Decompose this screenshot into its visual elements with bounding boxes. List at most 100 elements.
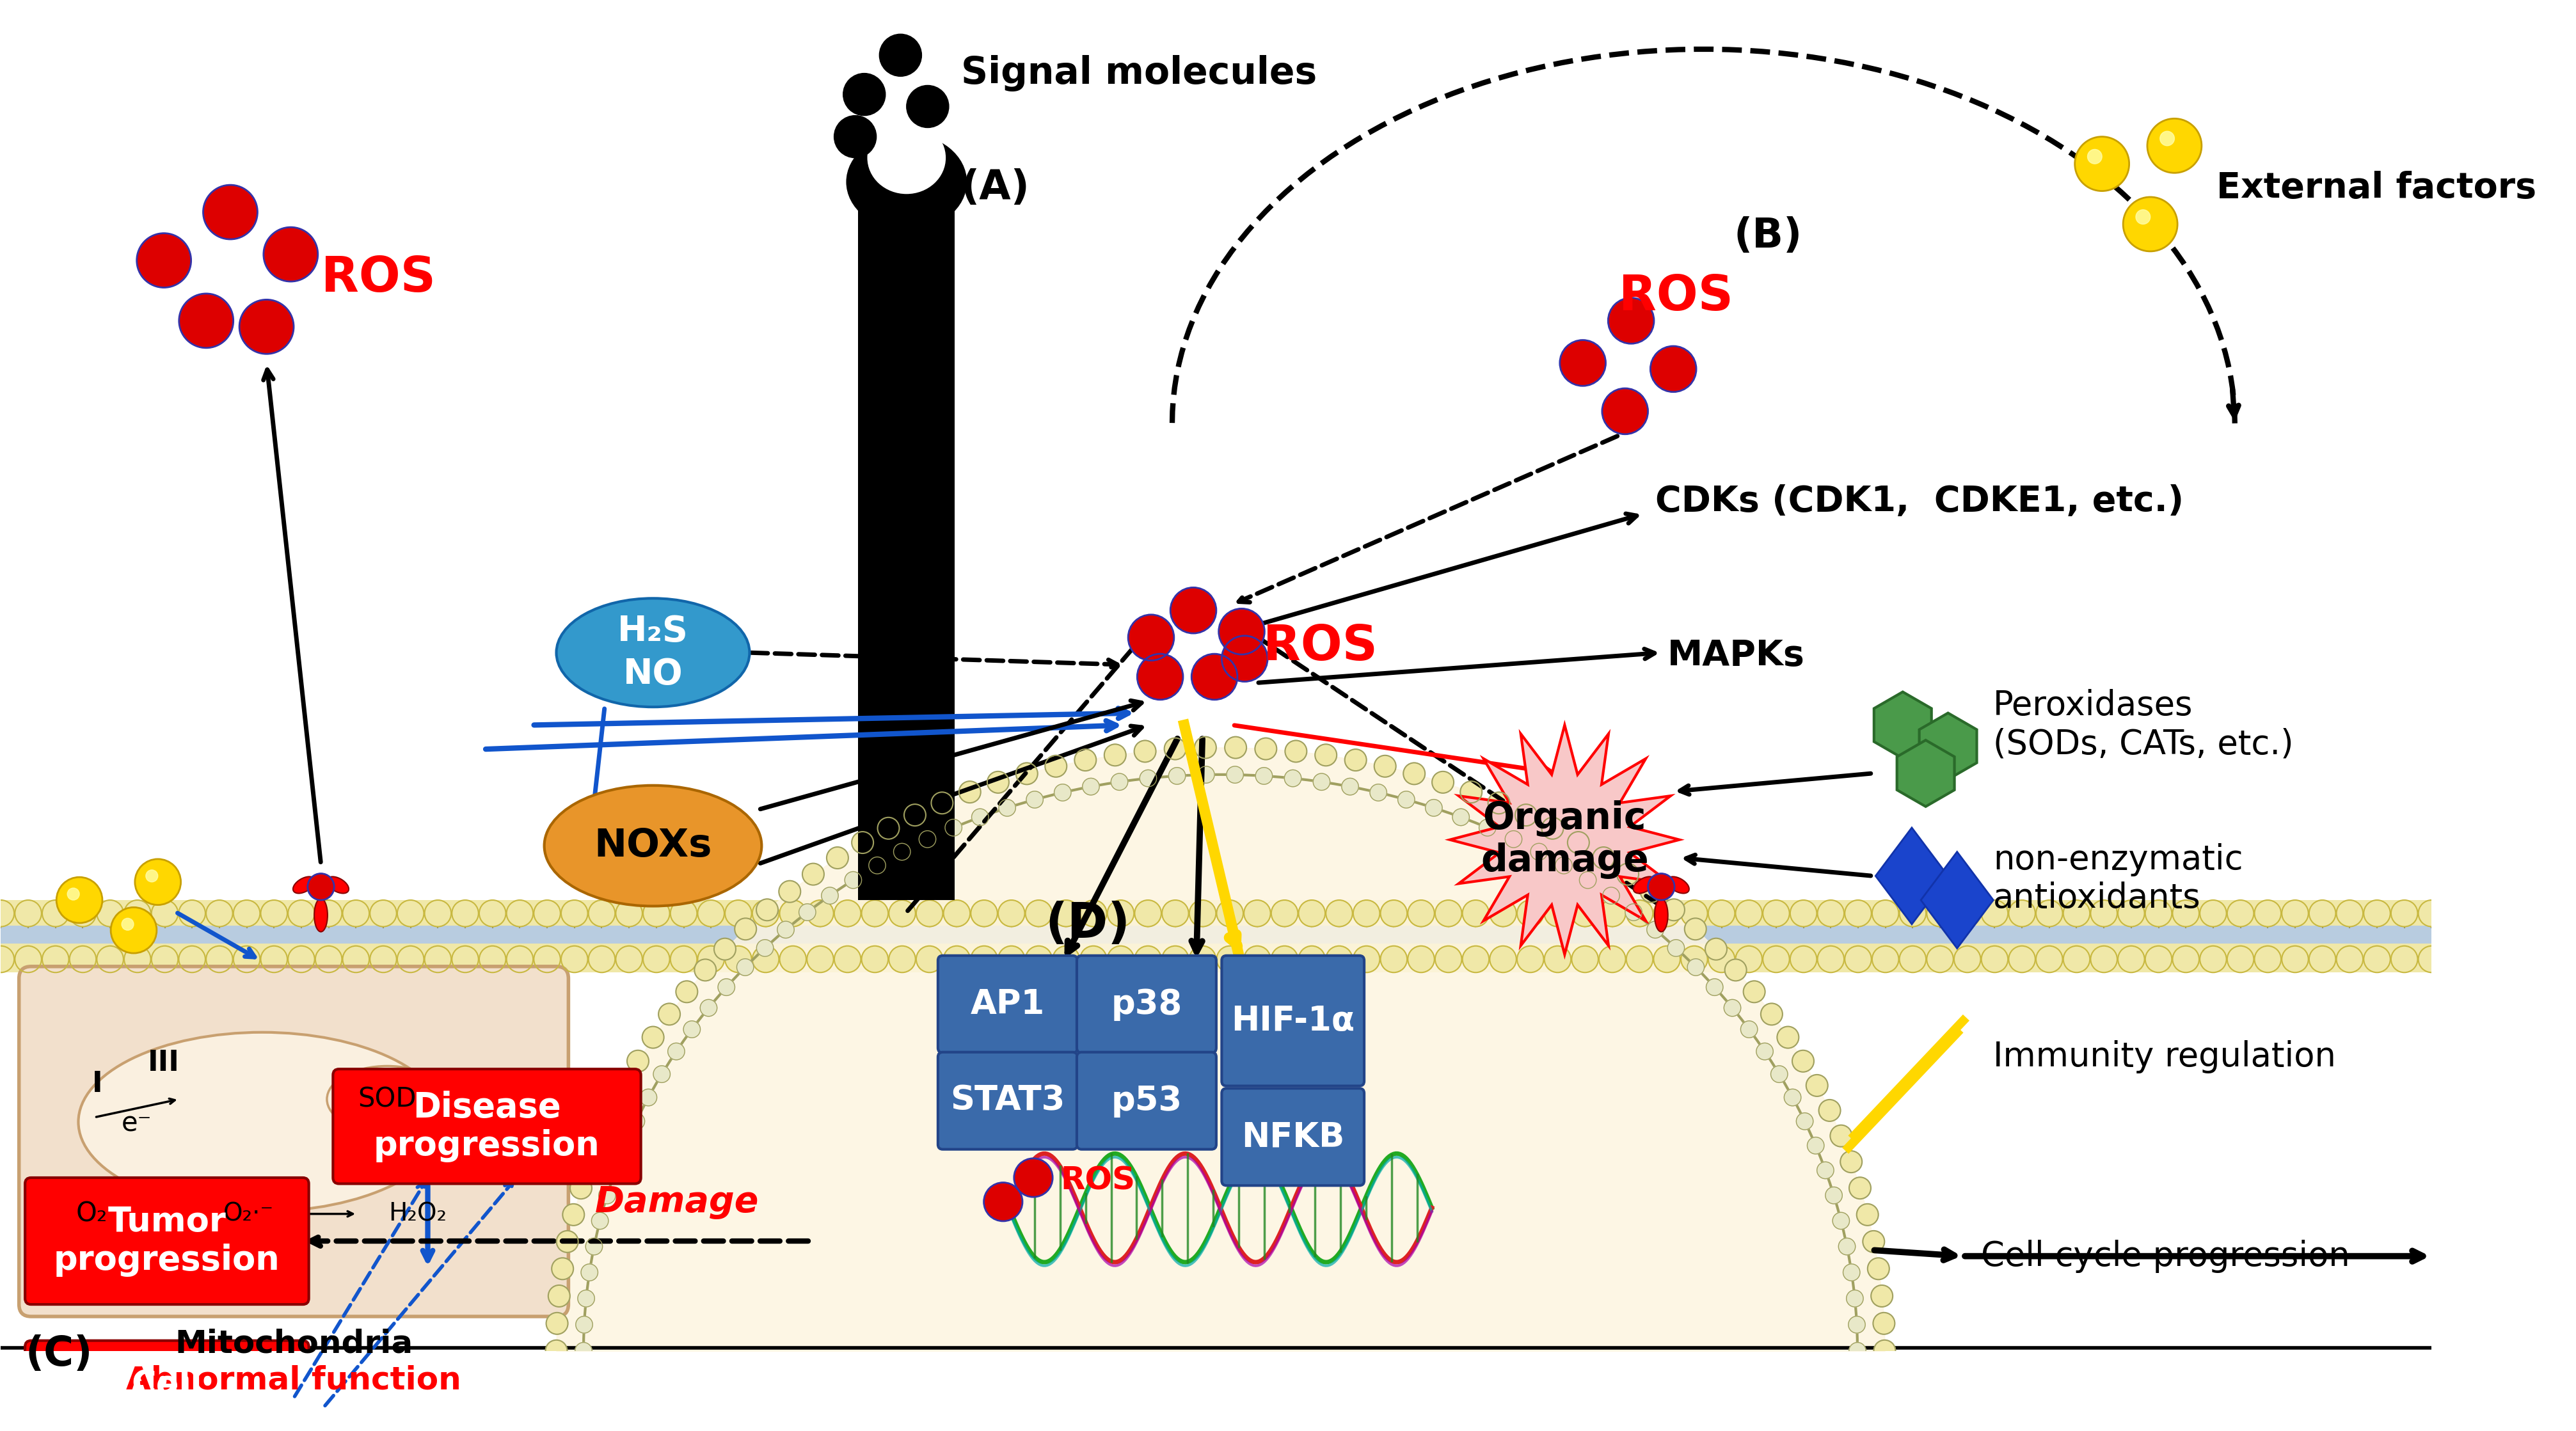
Circle shape xyxy=(2282,900,2308,927)
Text: AP1: AP1 xyxy=(971,987,1046,1020)
Circle shape xyxy=(2074,137,2130,190)
Circle shape xyxy=(714,939,737,960)
Circle shape xyxy=(1370,784,1386,801)
Circle shape xyxy=(670,900,698,927)
Circle shape xyxy=(613,1075,634,1096)
Circle shape xyxy=(289,946,314,973)
Circle shape xyxy=(70,946,95,973)
Circle shape xyxy=(1273,946,1298,973)
Circle shape xyxy=(574,1342,592,1359)
Circle shape xyxy=(1546,900,1571,927)
Circle shape xyxy=(1453,809,1468,826)
Circle shape xyxy=(234,946,260,973)
Circle shape xyxy=(2136,210,2151,225)
Circle shape xyxy=(1785,1089,1801,1106)
Circle shape xyxy=(860,946,889,973)
Circle shape xyxy=(1571,900,1597,927)
Text: (D): (D) xyxy=(1046,900,1131,947)
Text: Mitochondria: Mitochondria xyxy=(175,1328,412,1359)
Circle shape xyxy=(1736,900,1762,927)
Circle shape xyxy=(479,946,505,973)
Circle shape xyxy=(2063,946,2089,973)
Circle shape xyxy=(1955,900,1981,927)
Circle shape xyxy=(556,1231,577,1252)
Circle shape xyxy=(2282,946,2308,973)
Circle shape xyxy=(111,907,157,953)
Circle shape xyxy=(1105,744,1126,766)
FancyBboxPatch shape xyxy=(1221,1089,1365,1185)
Bar xyxy=(0,900,2432,933)
Text: O₂: O₂ xyxy=(75,1201,108,1228)
Circle shape xyxy=(1832,1212,1850,1229)
Text: Damage: Damage xyxy=(595,1185,760,1219)
Circle shape xyxy=(2391,900,2419,927)
Polygon shape xyxy=(1450,726,1680,954)
Circle shape xyxy=(1762,900,1790,927)
Circle shape xyxy=(587,900,616,927)
Circle shape xyxy=(2365,946,2391,973)
Circle shape xyxy=(917,946,943,973)
Circle shape xyxy=(1842,1264,1860,1281)
Circle shape xyxy=(1868,1258,1888,1279)
Circle shape xyxy=(1224,737,1247,758)
Circle shape xyxy=(1517,946,1543,973)
Circle shape xyxy=(1705,979,1723,996)
Circle shape xyxy=(314,946,343,973)
Circle shape xyxy=(675,980,698,1003)
Circle shape xyxy=(1345,750,1365,771)
Circle shape xyxy=(1193,654,1236,700)
FancyBboxPatch shape xyxy=(18,966,569,1317)
Circle shape xyxy=(639,1089,657,1106)
Circle shape xyxy=(562,946,587,973)
Circle shape xyxy=(1133,740,1157,763)
Circle shape xyxy=(1298,946,1324,973)
Circle shape xyxy=(206,900,232,927)
Circle shape xyxy=(878,34,922,76)
Text: Cell
apoptosis: Cell apoptosis xyxy=(75,1368,260,1431)
Circle shape xyxy=(2336,900,2362,927)
Circle shape xyxy=(806,900,835,927)
Circle shape xyxy=(2009,946,2035,973)
Circle shape xyxy=(1198,766,1213,783)
Circle shape xyxy=(889,900,914,927)
Circle shape xyxy=(920,831,935,847)
Circle shape xyxy=(15,900,41,927)
Circle shape xyxy=(587,946,616,973)
Bar xyxy=(0,943,2432,973)
Circle shape xyxy=(2035,900,2063,927)
Circle shape xyxy=(1723,999,1741,1016)
Circle shape xyxy=(562,1203,585,1225)
Circle shape xyxy=(67,889,80,900)
Polygon shape xyxy=(1922,851,1994,949)
Circle shape xyxy=(698,946,724,973)
Text: MAPKs: MAPKs xyxy=(1667,638,1806,673)
Circle shape xyxy=(2063,900,2089,927)
Circle shape xyxy=(734,919,757,940)
Circle shape xyxy=(1133,900,1162,927)
Circle shape xyxy=(1607,298,1654,343)
Circle shape xyxy=(1777,1026,1798,1047)
Circle shape xyxy=(1708,946,1734,973)
Circle shape xyxy=(124,900,152,927)
Circle shape xyxy=(2254,900,2282,927)
Circle shape xyxy=(1133,946,1162,973)
Circle shape xyxy=(1190,946,1216,973)
Text: H₂O₂: H₂O₂ xyxy=(389,1202,446,1226)
Circle shape xyxy=(1654,900,1680,927)
Circle shape xyxy=(1530,843,1548,860)
Circle shape xyxy=(577,1289,595,1307)
Circle shape xyxy=(1139,770,1157,787)
Circle shape xyxy=(696,959,716,980)
Ellipse shape xyxy=(1633,877,1656,893)
Circle shape xyxy=(0,946,15,973)
Text: Cell cycle progression: Cell cycle progression xyxy=(1981,1239,2349,1272)
Circle shape xyxy=(1600,946,1625,973)
Polygon shape xyxy=(1873,691,1932,758)
Circle shape xyxy=(1489,793,1510,814)
Circle shape xyxy=(860,900,889,927)
Circle shape xyxy=(57,877,103,923)
Circle shape xyxy=(1409,946,1435,973)
Circle shape xyxy=(667,1043,685,1060)
Circle shape xyxy=(307,873,335,900)
Circle shape xyxy=(1170,767,1185,784)
